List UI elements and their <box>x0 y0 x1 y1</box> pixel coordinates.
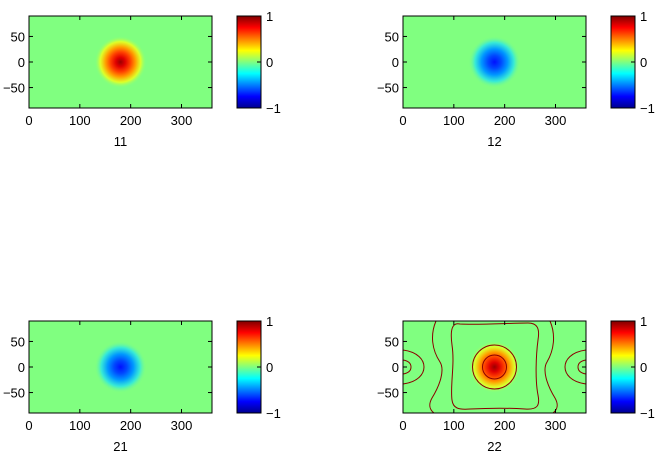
x-tick-label: 200 <box>120 418 142 433</box>
colorbar-tick-label: 1 <box>266 9 273 24</box>
subplot-22: 0 100 200 300 50 0 −50 22 1 0 −1 <box>377 314 655 454</box>
x-tick-label: 100 <box>443 113 465 128</box>
contour-left-edge-outer <box>402 349 425 385</box>
colorbar-ticks: 1 0 −1 <box>257 314 281 421</box>
x-axis-label: 12 <box>487 134 501 149</box>
y-tick-label: −50 <box>3 81 25 96</box>
y-tick-label: 0 <box>18 360 25 375</box>
contour-right-edge-outer <box>564 349 587 385</box>
colorbar-tick-label: 0 <box>640 360 647 375</box>
y-axis: 50 0 −50 <box>3 334 212 401</box>
y-tick-label: 50 <box>385 29 399 44</box>
y-axis: 50 0 −50 <box>377 29 586 96</box>
y-tick-label: 50 <box>11 334 25 349</box>
x-axis: 0 100 200 300 <box>25 321 192 433</box>
field-bump <box>94 341 147 393</box>
x-axis: 0 100 200 300 <box>399 16 566 128</box>
colorbar-tick-label: 0 <box>266 360 273 375</box>
contour-mid <box>472 344 517 390</box>
x-axis: 0 100 200 300 <box>399 321 566 433</box>
x-axis-label: 22 <box>487 439 501 454</box>
subplot-21: 0 100 200 300 50 0 −50 21 1 0 −1 <box>3 314 281 454</box>
x-tick-label: 300 <box>171 113 193 128</box>
field-bump <box>94 36 147 88</box>
colorbar-tick-label: 0 <box>266 55 273 70</box>
colorbar-tick-label: 1 <box>640 9 647 24</box>
contour-lines <box>402 320 587 414</box>
contour-left-lobe <box>429 320 443 414</box>
y-tick-label: 50 <box>385 334 399 349</box>
x-tick-label: 300 <box>545 113 567 128</box>
x-tick-label: 0 <box>25 113 32 128</box>
colorbar-ticks: 1 0 −1 <box>257 9 281 116</box>
x-tick-label: 0 <box>399 113 406 128</box>
colorbar-tick-label: −1 <box>266 101 281 116</box>
contour-right-lobe <box>544 320 558 414</box>
subplot-11: 0 100 200 300 50 0 −50 11 1 0 −1 <box>3 9 281 149</box>
colorbar-tick-label: 1 <box>640 314 647 329</box>
x-tick-label: 200 <box>120 113 142 128</box>
x-tick-label: 200 <box>494 113 516 128</box>
field-bump <box>468 36 521 88</box>
x-tick-label: 100 <box>69 113 91 128</box>
x-axis: 0 100 200 300 <box>25 16 192 128</box>
x-tick-label: 100 <box>443 418 465 433</box>
x-tick-label: 300 <box>171 418 193 433</box>
colorbar-tick-label: −1 <box>640 101 655 116</box>
contour-inner <box>482 354 507 380</box>
field-bump <box>468 341 521 393</box>
y-tick-label: 50 <box>11 29 25 44</box>
colorbar-tick-label: 0 <box>640 55 647 70</box>
x-axis-label: 11 <box>114 134 128 149</box>
x-tick-label: 100 <box>69 418 91 433</box>
colorbar-ticks: 1 0 −1 <box>631 314 655 421</box>
colorbar-ticks: 1 0 −1 <box>631 9 655 116</box>
y-tick-label: −50 <box>3 386 25 401</box>
y-tick-label: 0 <box>392 360 399 375</box>
colorbar-tick-label: 1 <box>266 314 273 329</box>
contour-center-loop <box>450 322 540 410</box>
y-tick-label: 0 <box>392 55 399 70</box>
colorbar-tick-label: −1 <box>640 406 655 421</box>
subplot-12: 0 100 200 300 50 0 −50 12 1 0 −1 <box>377 9 655 149</box>
x-tick-label: 0 <box>399 418 406 433</box>
y-tick-label: 0 <box>18 55 25 70</box>
contour-left-edge-inner <box>402 359 412 375</box>
y-tick-label: −50 <box>377 386 399 401</box>
x-axis-label: 21 <box>113 439 127 454</box>
y-tick-label: −50 <box>377 81 399 96</box>
x-tick-label: 300 <box>545 418 567 433</box>
y-axis: 50 0 −50 <box>3 29 212 96</box>
y-axis: 50 0 −50 <box>377 334 586 401</box>
x-tick-label: 200 <box>494 418 516 433</box>
colorbar-tick-label: −1 <box>266 406 281 421</box>
x-tick-label: 0 <box>25 418 32 433</box>
contour-right-edge-inner <box>577 359 587 375</box>
